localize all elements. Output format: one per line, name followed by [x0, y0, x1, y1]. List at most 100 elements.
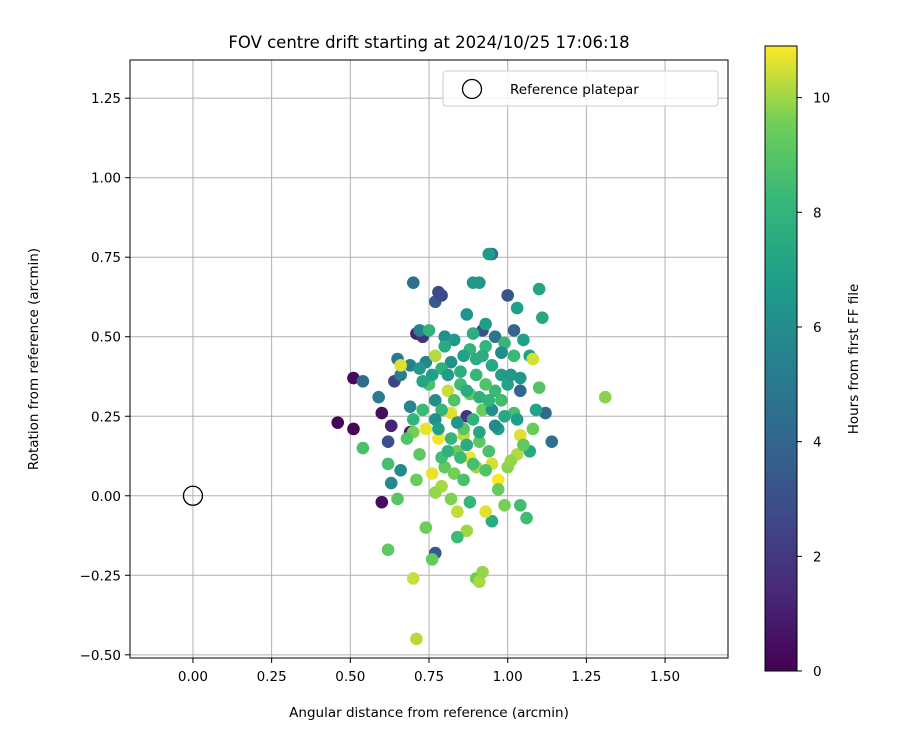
colorbar-label: Hours from first FF file	[846, 284, 862, 435]
legend-marker-icon	[461, 78, 483, 100]
x-tick-label: 0.75	[414, 669, 444, 685]
data-point	[507, 324, 521, 337]
data-point	[444, 355, 458, 369]
data-point	[513, 371, 527, 385]
y-tick-label: 0.50	[91, 330, 121, 346]
data-point	[438, 339, 452, 353]
data-point	[447, 333, 461, 347]
data-point	[460, 524, 474, 538]
data-point	[513, 429, 527, 442]
data-point	[406, 572, 420, 585]
data-point	[532, 381, 546, 394]
data-point	[476, 349, 489, 363]
data-point	[435, 289, 448, 302]
data-point	[375, 406, 389, 420]
data-point	[375, 495, 389, 509]
data-point	[479, 339, 492, 353]
data-point	[476, 565, 489, 579]
colorbar-tick-label: 2	[813, 549, 822, 565]
data-point	[425, 553, 439, 566]
y-tick-label: 1.00	[91, 171, 121, 187]
data-point	[479, 464, 492, 477]
data-point	[495, 394, 508, 407]
x-tick-label: 0.00	[178, 669, 208, 685]
data-point	[466, 457, 480, 471]
y-tick-label: 0.25	[91, 409, 121, 425]
data-points	[331, 247, 612, 646]
data-point	[451, 416, 464, 429]
data-point	[381, 457, 395, 471]
data-point	[517, 438, 530, 452]
data-point	[403, 400, 417, 414]
data-point	[394, 368, 407, 382]
grid	[130, 60, 728, 658]
data-point	[488, 330, 502, 344]
data-point	[488, 384, 502, 398]
chart-title: FOV centre drift starting at 2024/10/25 …	[228, 33, 629, 52]
data-point	[384, 419, 398, 433]
data-point	[432, 422, 445, 436]
data-point	[479, 317, 492, 331]
data-point	[495, 368, 508, 382]
data-point	[545, 435, 559, 449]
data-point	[532, 282, 546, 296]
data-point	[460, 308, 474, 321]
legend: Reference platepar	[442, 70, 719, 107]
data-point	[457, 473, 470, 487]
colorbar: 0 2 4 6 8 10 Hours from first FF file	[764, 45, 862, 680]
data-point	[413, 362, 426, 375]
data-point	[454, 451, 467, 464]
data-point	[384, 476, 398, 490]
data-point	[529, 403, 543, 417]
y-tick-label: −0.25	[80, 568, 121, 584]
data-point	[510, 413, 524, 426]
data-point	[491, 483, 505, 496]
data-point	[501, 378, 514, 391]
y-tick-label: 1.25	[91, 91, 121, 107]
y-axis-ticks: −0.50 −0.25 0.00 0.25 0.50 0.75 1.00 1.25	[80, 91, 130, 664]
data-point	[428, 486, 442, 499]
data-point	[347, 422, 360, 436]
data-point	[498, 499, 511, 512]
data-point	[473, 425, 486, 439]
data-point	[513, 384, 527, 398]
y-tick-label: 0.75	[91, 250, 121, 266]
data-point	[517, 333, 530, 347]
y-tick-label: 0.00	[91, 489, 121, 505]
data-point	[536, 311, 549, 324]
data-point	[428, 349, 442, 363]
data-point	[482, 247, 496, 261]
data-point	[356, 374, 370, 388]
data-point	[479, 378, 492, 391]
data-point	[498, 336, 511, 350]
data-point	[441, 368, 455, 382]
data-point	[451, 505, 464, 518]
data-point	[526, 352, 540, 366]
data-point	[501, 289, 514, 302]
data-point	[510, 301, 524, 315]
data-point	[435, 403, 448, 417]
data-point	[400, 432, 414, 445]
data-point	[410, 473, 423, 487]
data-point	[479, 505, 492, 518]
data-point	[504, 454, 518, 468]
data-point	[441, 384, 455, 398]
data-point	[469, 368, 483, 382]
data-point	[495, 346, 508, 359]
legend-box	[442, 70, 719, 107]
data-point	[513, 499, 527, 512]
data-point	[454, 365, 467, 379]
data-point	[485, 359, 499, 372]
data-point	[406, 413, 420, 426]
data-point	[451, 530, 464, 544]
data-point	[394, 359, 407, 372]
colorbar-tick-label: 0	[813, 664, 822, 680]
data-point	[473, 276, 486, 289]
x-tick-label: 0.50	[335, 669, 365, 685]
colorbar-tick-label: 10	[813, 91, 830, 107]
data-point	[485, 403, 499, 417]
data-point	[438, 460, 452, 474]
data-point	[476, 403, 489, 417]
data-point	[598, 390, 612, 404]
